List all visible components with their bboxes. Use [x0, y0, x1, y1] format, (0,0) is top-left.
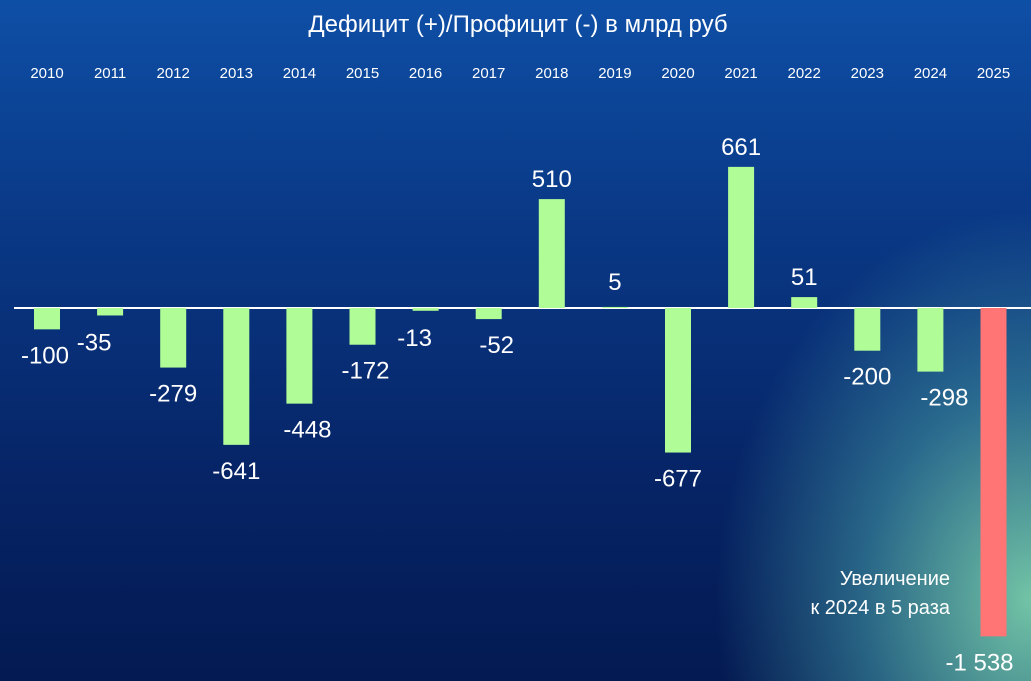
bar-2016	[412, 308, 439, 311]
bars-group	[34, 166, 1007, 637]
chart-title: Дефицит (+)/Профицит (-) в млрд руб	[308, 11, 727, 38]
value-label-2018: 510	[532, 166, 572, 193]
value-label-2025: -1 538	[945, 649, 1013, 676]
year-label-2021: 2021	[724, 65, 757, 82]
year-label-2020: 2020	[661, 65, 694, 82]
value-labels-group: -100 -35 -279 -641 -448 -172 -13 -52 510 5 -677 661…	[21, 134, 1014, 676]
bar-2010	[34, 308, 60, 330]
value-label-2024: -298	[920, 385, 968, 412]
bar-2011	[97, 308, 124, 316]
value-label-2019: 5	[608, 269, 621, 296]
bar-2021	[728, 166, 755, 308]
annotation-line-1: Увеличение	[840, 568, 950, 590]
value-label-2022: 51	[791, 264, 818, 291]
bar-2018	[538, 199, 565, 308]
year-axis-labels: 2010 2011 2012 2013 2014 2015 2016 2017 2018 2019…	[30, 65, 1010, 82]
bar-2020	[665, 308, 691, 453]
value-label-2010: -100	[21, 342, 69, 369]
year-label-2016: 2016	[409, 65, 442, 82]
bar-2017	[475, 308, 502, 320]
year-label-2010: 2010	[30, 65, 63, 82]
bar-2015	[349, 308, 376, 345]
bar-2014	[286, 308, 313, 404]
bar-2025	[980, 308, 1007, 637]
bar-2022	[791, 297, 818, 308]
year-label-2023: 2023	[851, 65, 884, 82]
year-label-2015: 2015	[346, 65, 379, 82]
bar-2013	[223, 308, 250, 445]
year-label-2019: 2019	[598, 65, 631, 82]
year-label-2013: 2013	[220, 65, 253, 82]
value-label-2013: -641	[212, 458, 260, 485]
year-label-2025: 2025	[977, 65, 1010, 82]
bar-2019	[601, 306, 628, 308]
value-label-2015: -172	[341, 358, 389, 385]
year-label-2017: 2017	[472, 65, 505, 82]
year-label-2011: 2011	[94, 65, 126, 82]
bar-2024	[917, 308, 944, 372]
value-label-2020: -677	[654, 466, 702, 493]
year-label-2014: 2014	[283, 65, 316, 82]
value-label-2016: -13	[397, 325, 432, 352]
annotation-line-2: к 2024 в 5 раза	[810, 597, 950, 619]
year-label-2012: 2012	[157, 65, 190, 82]
value-label-2012: -279	[149, 381, 197, 408]
value-label-2017: -52	[479, 332, 514, 359]
bar-2023	[854, 308, 881, 351]
value-label-2014: -448	[283, 417, 331, 444]
value-label-2023: -200	[843, 364, 891, 391]
year-label-2024: 2024	[914, 65, 947, 82]
value-label-2021: 661	[721, 134, 761, 161]
value-label-2011: -35	[77, 329, 112, 356]
year-label-2022: 2022	[788, 65, 821, 82]
bar-2012	[160, 308, 187, 368]
year-label-2018: 2018	[535, 65, 568, 82]
